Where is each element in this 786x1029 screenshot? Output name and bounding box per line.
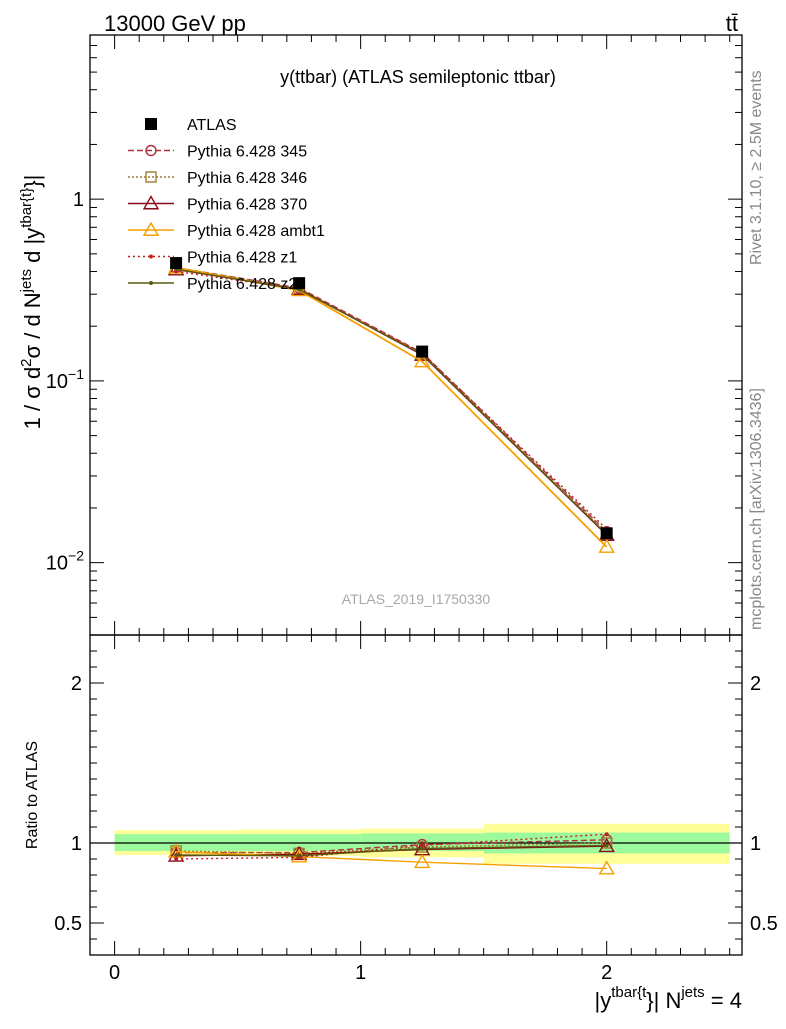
ratio-data-point (598, 860, 615, 875)
legend-marker (145, 118, 157, 130)
legend: ATLAS Pythia 6.428 345 Pythia 6.428 346 Pyt… (128, 117, 325, 293)
legend-marker (149, 254, 153, 259)
ratio-y-axis-label: Ratio to ATLAS (24, 741, 41, 849)
data-point (600, 527, 613, 540)
ratio-y-label-group: Ratio to ATLAS (24, 741, 41, 849)
ratio-y-tick-label-left: 0.5 (54, 913, 82, 935)
series-line (176, 270, 608, 530)
y-axis-label: 1 / σ d2σ / d Njets d |ytbar{t}}| (18, 175, 45, 430)
ratio-data-point (174, 853, 179, 857)
y-tick-base: 1 (73, 189, 84, 211)
ratio-series-line (176, 842, 607, 855)
legend-label: Pythia 6.428 346 (187, 170, 307, 187)
x-tick-label: 1 (355, 962, 366, 984)
ratio-series-line (176, 851, 607, 870)
y-label-sup: 2 (18, 358, 35, 366)
x-label-sup: jets (680, 984, 704, 1001)
data-point (598, 538, 615, 553)
x-label-sup: tbar{t (611, 984, 647, 1001)
ratio-series-line (176, 839, 607, 854)
ratio-y-tick-label-right: 0.5 (750, 913, 778, 935)
data-point (416, 345, 429, 358)
series-line (176, 268, 608, 536)
series-4 (167, 259, 615, 553)
ratio-series-line (176, 844, 607, 857)
mcplots-label-group: mcplots.cern.ch [arXiv:1306.3436] (748, 388, 765, 630)
ratio-y-tick-label-left: 1 (71, 833, 82, 855)
series-3 (167, 261, 615, 541)
header-left: 13000 GeV pp (104, 11, 246, 36)
data-point (293, 277, 306, 290)
y-label-part: d |y (20, 228, 45, 269)
legend-label: Pythia 6.428 z2 (187, 276, 297, 293)
header-right: tt̄ (726, 11, 738, 36)
ratio-y-tick-label-right: 2 (750, 673, 761, 695)
series-5 (174, 269, 609, 532)
y-tick-label: 10−2 (46, 548, 84, 575)
x-axis-label: |ytbar{t}| Njets = 4 (595, 984, 742, 1013)
y-tick-label: 10−1 (46, 366, 84, 393)
rivet-label-group: Rivet 3.1.10, ≥ 2.5M events (748, 70, 765, 265)
x-label-part: = 4 (705, 988, 742, 1013)
y-label-part: σ / d N (20, 292, 45, 358)
main-panel: y(ttbar) (ATLAS semileptonic ttbar) ATLAS… (18, 34, 743, 636)
legend-marker (142, 195, 160, 210)
data-point (413, 353, 431, 368)
ratio-data-point (413, 853, 431, 869)
ratio-y-tick-label-right: 1 (750, 833, 761, 855)
legend-label: ATLAS (187, 117, 237, 134)
series-line (175, 266, 608, 534)
mcplots-label: mcplots.cern.ch [arXiv:1306.3436] (748, 388, 765, 630)
ratio-data-point (420, 846, 425, 851)
ratio-series-5 (174, 843, 609, 858)
y-label-sup: jets (18, 269, 35, 293)
ratio-y-tick-label-left: 2 (71, 673, 82, 695)
ratio-data-point (290, 845, 308, 861)
y-tick-base: 10 (46, 371, 68, 393)
legend-label: Pythia 6.428 ambt1 (187, 223, 325, 240)
x-label-part: |y (595, 988, 612, 1013)
x-label-part: }| N (646, 988, 681, 1013)
y-tick-label: 1 (73, 189, 84, 211)
ratio-data-point (420, 843, 425, 848)
ratio-panel: 0.5 0.5 1 1 2 2 0 1 2 Ratio to ATLAS |ytbar{t}| Nj… (24, 634, 778, 1013)
y-tick-base: 10 (46, 553, 68, 575)
x-tick-label: 2 (601, 962, 612, 984)
ratio-series-line (176, 833, 607, 860)
legend-label: Pythia 6.428 370 (187, 197, 307, 214)
ratio-frame (89, 634, 743, 956)
legend-marker (149, 281, 153, 285)
ratio-data-point (604, 843, 609, 848)
y-label-part: 1 / σ d (20, 367, 45, 430)
series-line (175, 268, 608, 535)
legend-marker (142, 221, 160, 236)
y-axis-label-group: 1 / σ d2σ / d Njets d |ytbar{t}}| (18, 175, 45, 430)
series-2 (170, 261, 613, 540)
data-point (170, 257, 183, 270)
legend-marker (145, 171, 157, 183)
series-line (175, 266, 608, 548)
legend-label: Pythia 6.428 345 (187, 144, 307, 161)
ratio-data-point (297, 853, 302, 858)
legend-label: Pythia 6.428 z1 (187, 250, 297, 267)
ratio-data-point (604, 832, 609, 837)
main-title: y(ttbar) (ATLAS semileptonic ttbar) (280, 67, 556, 87)
y-label-sup: tbar{t} (18, 188, 35, 228)
series-line (175, 266, 608, 533)
legend-marker (145, 144, 157, 157)
analysis-watermark: ATLAS_2019_I1750330 (342, 591, 491, 607)
y-tick-exp: −1 (68, 366, 84, 382)
y-tick-exp: −2 (68, 548, 84, 564)
rivet-label: Rivet 3.1.10, ≥ 2.5M events (748, 70, 765, 265)
x-tick-label: 0 (109, 962, 120, 984)
series-6 (174, 267, 609, 537)
series-0 (170, 257, 613, 540)
series-1 (170, 261, 613, 538)
ratio-data-point (174, 857, 179, 861)
y-label-part: }| (20, 175, 45, 188)
